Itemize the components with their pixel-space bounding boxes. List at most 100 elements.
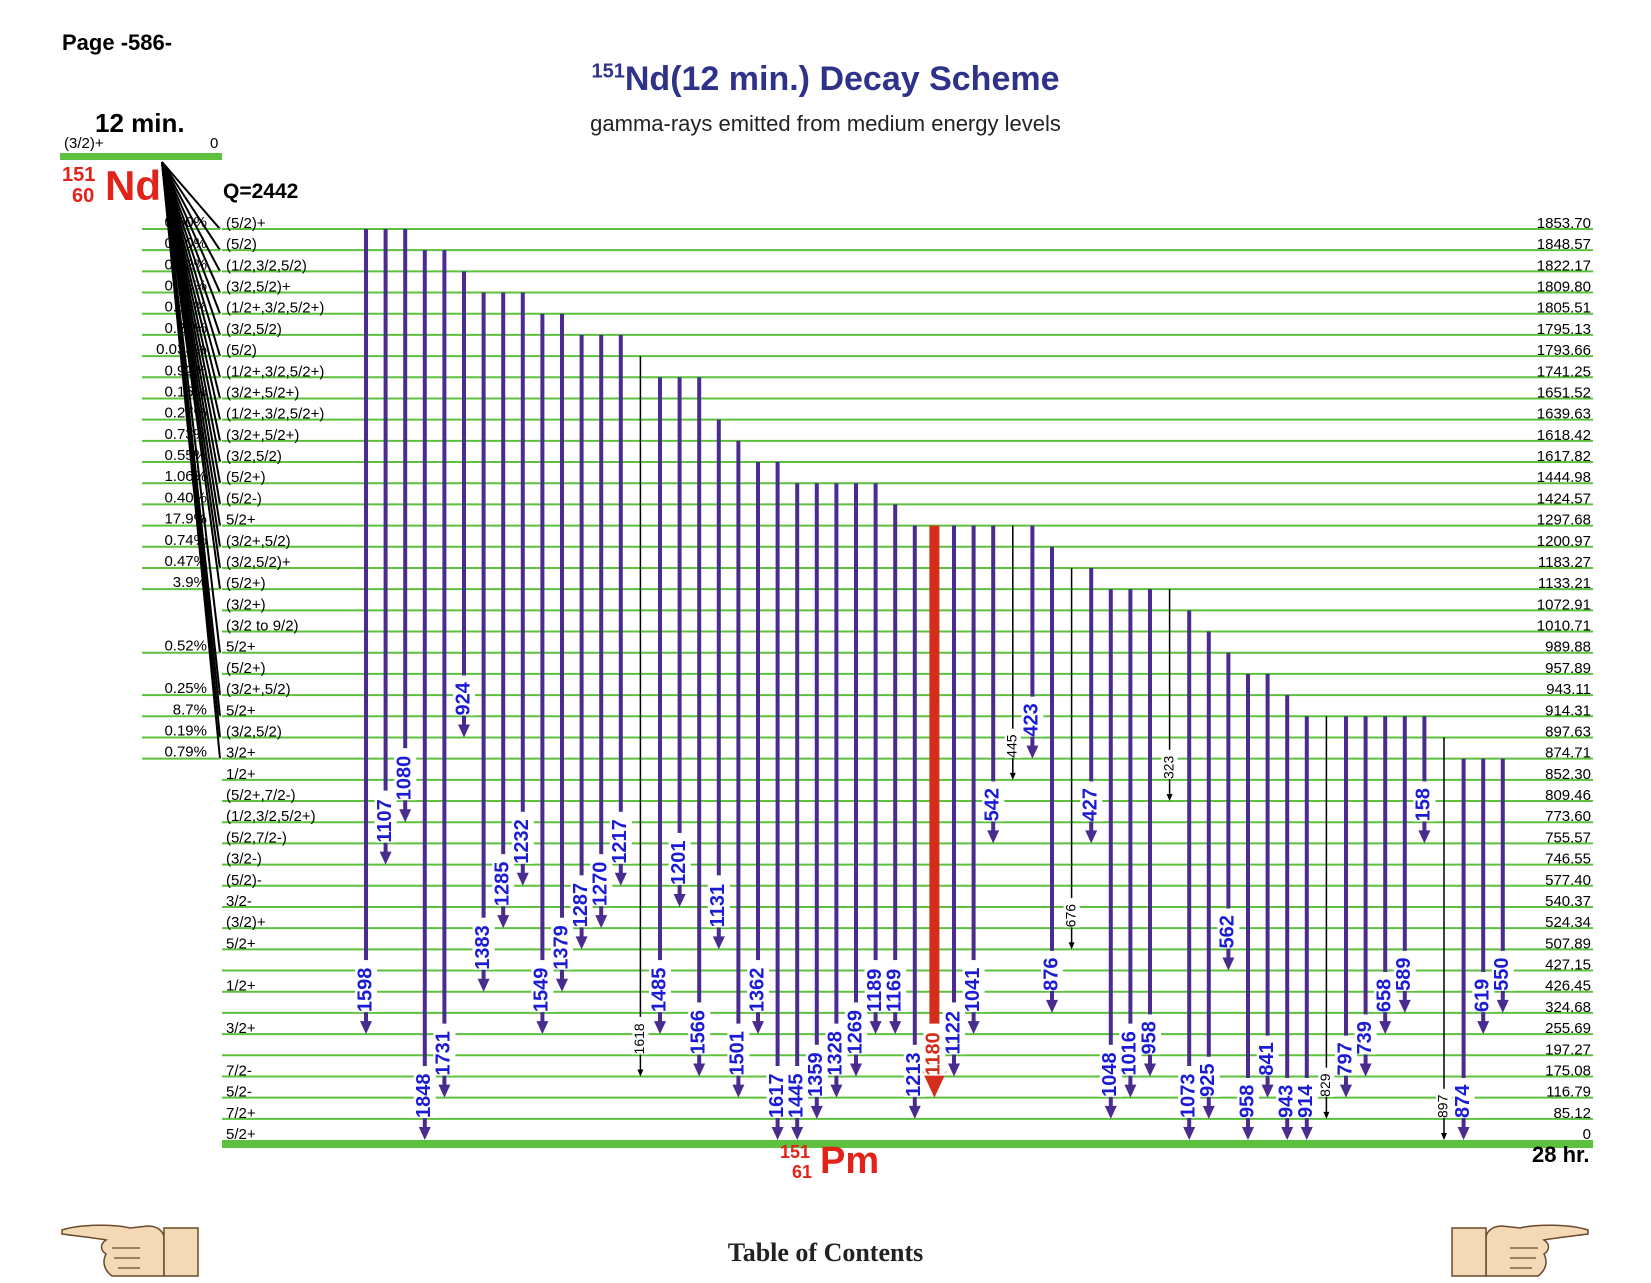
gamma-676-label-bg xyxy=(1063,898,1080,928)
level-energy-label: 540.37 xyxy=(1545,893,1591,910)
gamma-958-label-bg xyxy=(1237,1078,1259,1118)
gamma-1232-label-bg xyxy=(511,811,534,864)
gamma-958-label: 958 xyxy=(1138,1021,1160,1054)
gamma-958-label-bg xyxy=(1139,1014,1161,1055)
gamma-1107-arrowhead xyxy=(379,851,392,865)
gamma-739-label-bg xyxy=(1354,1014,1377,1055)
level-spin-label: 5/2+ xyxy=(226,1126,256,1143)
gamma-1617-label-bg xyxy=(766,1066,789,1118)
title-mass-number: 151 xyxy=(591,60,625,83)
gamma-914-arrowhead xyxy=(1300,1127,1313,1140)
level-energy-label: 1010.71 xyxy=(1537,618,1591,635)
gamma-550-label-bg xyxy=(1491,950,1514,991)
gamma-841-label: 841 xyxy=(1256,1042,1278,1075)
level-spin-label: 5/2+ xyxy=(226,702,256,719)
title-text: Nd(12 min.) Decay Scheme xyxy=(624,60,1060,98)
level-spin-label: 5/2+ xyxy=(226,512,256,529)
gamma-1270-label-bg xyxy=(590,854,613,907)
gamma-1270-label: 1270 xyxy=(589,862,611,907)
level-spin-label: 3/2+ xyxy=(226,1020,256,1037)
gamma-1445-arrowhead xyxy=(791,1127,804,1140)
gamma-1048-arrowhead xyxy=(1104,1105,1117,1119)
beta-feeding-group: 0.80%0.40%0.12%0.95%0.58%0.25%0.033%0.92… xyxy=(60,153,222,761)
gamma-1073-label-bg xyxy=(1178,1066,1201,1118)
gamma-562-arrowhead xyxy=(1222,957,1235,971)
gamma-676-arrowhead xyxy=(1068,942,1075,950)
gamma-1048-label-bg xyxy=(1099,1044,1122,1097)
gamma-1080-label-bg xyxy=(394,748,417,801)
next-page-button[interactable] xyxy=(1450,1218,1590,1278)
gamma-1131-label-bg xyxy=(707,875,730,928)
gamma-1287-label: 1287 xyxy=(570,883,592,928)
gamma-829-label: 829 xyxy=(1317,1073,1333,1097)
gamma-323-arrowhead xyxy=(1166,794,1173,802)
level-spin-label: (3/2,5/2)+ xyxy=(226,279,291,296)
gamma-1362-label: 1362 xyxy=(746,968,768,1013)
level-energy-label: 852.30 xyxy=(1545,766,1591,783)
gamma-1731-arrowhead xyxy=(438,1084,451,1098)
gamma-1617-arrowhead xyxy=(771,1127,784,1140)
gamma-897-label: 897 xyxy=(1435,1094,1451,1118)
level-spin-label: (5/2) xyxy=(226,236,257,253)
gamma-589-label: 589 xyxy=(1393,958,1415,991)
gamma-1122-label: 1122 xyxy=(942,1011,964,1054)
beta-branch-line xyxy=(161,161,221,759)
parent-halflife: 12 min. xyxy=(95,108,185,138)
gamma-1131-label: 1131 xyxy=(707,884,729,927)
level-energy-label: 197.27 xyxy=(1545,1041,1591,1058)
gamma-1180-label: 1180 xyxy=(923,1032,945,1075)
gamma-1501-label-bg xyxy=(727,1023,750,1076)
level-spin-label: (3/2+,5/2+) xyxy=(226,427,299,444)
level-energy-label: 1741.25 xyxy=(1537,363,1591,380)
level-spin-label: 3/2- xyxy=(226,893,252,910)
level-spin-label: 5/2+ xyxy=(226,935,256,952)
gamma-1269-arrowhead xyxy=(850,1063,862,1077)
level-spin-label: 7/2+ xyxy=(226,1105,256,1122)
level-spin-label: (3/2,5/2) xyxy=(226,723,282,740)
gamma-676-label: 676 xyxy=(1062,904,1078,928)
beta-intensity-label: 0.19% xyxy=(164,722,207,739)
beta-intensity-label: 8.7% xyxy=(173,701,207,718)
gamma-1169-arrowhead xyxy=(889,1021,902,1035)
gamma-1269-label: 1269 xyxy=(844,1010,866,1055)
gamma-1180-arrowhead xyxy=(922,1071,947,1098)
gamma-1189-label-bg xyxy=(864,960,887,1013)
gamma-1328-arrowhead xyxy=(830,1084,843,1098)
beta-branch-line xyxy=(161,161,221,590)
level-energy-label: 1183.27 xyxy=(1538,554,1591,571)
gamma-542-arrowhead xyxy=(987,830,1000,844)
gamma-1566-arrowhead xyxy=(693,1063,706,1077)
level-energy-label: 746.55 xyxy=(1545,851,1591,868)
gamma-829-arrowhead xyxy=(1323,1111,1330,1119)
gamma-797-label: 797 xyxy=(1334,1042,1356,1075)
page-label: Page -586- xyxy=(62,30,173,55)
level-spin-label: (3/2+,5/2) xyxy=(226,533,291,550)
gamma-658-label-bg xyxy=(1374,972,1397,1013)
gamma-1285-label-bg xyxy=(492,854,515,907)
level-energy-label: 1297.68 xyxy=(1537,512,1591,529)
table-of-contents-link[interactable]: Table of Contents xyxy=(727,1238,924,1267)
parent-symbol: Nd xyxy=(105,162,161,209)
gamma-1016-label-bg xyxy=(1119,1023,1142,1076)
gamma-1445-label-bg xyxy=(786,1066,809,1118)
gamma-1359-label-bg xyxy=(805,1044,828,1097)
level-spin-label: (5/2) xyxy=(226,342,257,359)
gamma-897-arrowhead xyxy=(1441,1133,1447,1140)
gamma-874-label: 874 xyxy=(1452,1084,1474,1118)
previous-page-button[interactable] xyxy=(60,1218,200,1278)
gamma-423-label: 423 xyxy=(1021,703,1043,736)
gamma-1445-label: 1445 xyxy=(785,1074,807,1119)
level-spin-label: (3/2)+ xyxy=(226,914,266,931)
gamma-1016-label: 1016 xyxy=(1119,1031,1141,1076)
level-energy-label: 324.68 xyxy=(1545,999,1591,1016)
gamma-445-label: 445 xyxy=(1004,734,1020,758)
gamma-829-label-bg xyxy=(1318,1067,1335,1097)
gamma-1848-arrowhead xyxy=(418,1127,431,1140)
gamma-550-label: 550 xyxy=(1491,958,1513,991)
gamma-1359-arrowhead xyxy=(810,1105,823,1119)
gamma-1073-label: 1073 xyxy=(1177,1074,1199,1119)
level-spin-label: (3/2,5/2)+ xyxy=(226,554,291,571)
gamma-1217-label-bg xyxy=(609,811,632,864)
gamma-924-label-bg xyxy=(453,675,475,716)
parent-energy: 0 xyxy=(210,135,219,152)
